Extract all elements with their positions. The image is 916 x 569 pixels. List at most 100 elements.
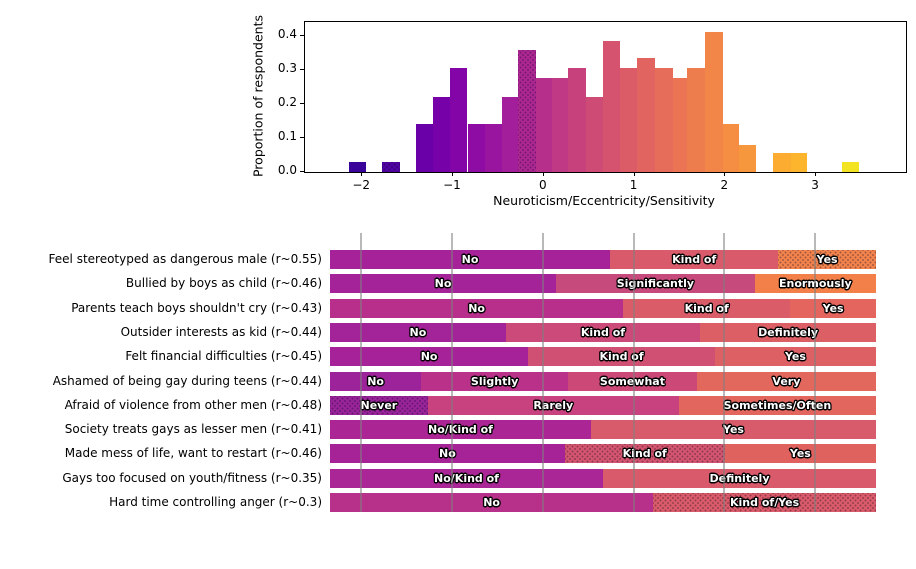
y-tick-label: 0.4 bbox=[277, 26, 297, 41]
bar-row: Never Rarely Sometimes/Often bbox=[330, 395, 876, 415]
segment-label: Rarely bbox=[533, 398, 574, 412]
gridline bbox=[723, 233, 726, 512]
histogram-bar bbox=[450, 68, 468, 172]
bar-segment: No/Kind of bbox=[330, 468, 603, 488]
y-tick-mark bbox=[300, 171, 304, 172]
segment-label: No bbox=[420, 350, 438, 364]
row-label: Parents teach boys shouldn't cry (r~0.43… bbox=[71, 300, 322, 315]
histogram-x-axis-label: Neuroticism/Eccentricity/Sensitivity bbox=[493, 193, 715, 208]
gridline bbox=[450, 233, 453, 512]
histogram-bar bbox=[502, 97, 519, 172]
bar-segment: No bbox=[330, 371, 422, 391]
bar-segment: Somewhat bbox=[568, 371, 697, 391]
histogram-bar bbox=[568, 68, 586, 172]
histogram-bar bbox=[722, 124, 739, 172]
bar-row: No Kind of/Yes bbox=[330, 493, 876, 512]
segment-label: Very bbox=[772, 374, 801, 388]
histogram-bar bbox=[620, 68, 638, 172]
x-tick-mark bbox=[633, 172, 635, 176]
segment-label: Definitely bbox=[709, 471, 770, 485]
histogram-bar bbox=[738, 144, 757, 172]
row-label: Society treats gays as lesser men (r~0.4… bbox=[64, 422, 322, 437]
bar-segment: Definitely bbox=[603, 468, 876, 488]
x-tick-mark bbox=[361, 172, 363, 176]
segment-label: No bbox=[434, 277, 452, 291]
x-tick-label: 1 bbox=[629, 178, 638, 192]
histogram-bar bbox=[672, 78, 688, 172]
bar-segment: Definitely bbox=[700, 322, 876, 342]
histogram-bar bbox=[602, 40, 620, 172]
row-label: Hard time controlling anger (r~0.3) bbox=[109, 495, 322, 509]
segment-label: Definitely bbox=[758, 325, 819, 339]
histogram-bars-layer bbox=[305, 22, 906, 172]
gridline bbox=[360, 233, 363, 512]
segment-label: Somewhat bbox=[600, 375, 665, 388]
y-tick-mark bbox=[300, 136, 304, 138]
bar-segment: Kind of bbox=[528, 347, 715, 367]
bar-segment: Significantly bbox=[556, 274, 755, 294]
segment-label: Slightly bbox=[470, 374, 519, 388]
bar-segment: Yes bbox=[778, 250, 876, 269]
x-tick-mark bbox=[815, 172, 817, 176]
histogram-bar bbox=[551, 78, 569, 172]
x-tick-label: −2 bbox=[352, 178, 371, 192]
x-tick-label: 3 bbox=[811, 178, 819, 192]
bar-segment: Kind of/Yes bbox=[653, 493, 876, 512]
y-tick-mark bbox=[300, 68, 304, 70]
segment-label: No/Kind of bbox=[434, 471, 499, 485]
bar-segment: Very bbox=[696, 371, 876, 391]
segment-label: Yes bbox=[723, 423, 744, 437]
x-tick-mark bbox=[724, 172, 726, 176]
y-tick-mark bbox=[300, 102, 304, 104]
bar-row: No Kind of Yes bbox=[330, 347, 876, 367]
histogram-bar bbox=[687, 68, 706, 172]
histogram-bar bbox=[773, 153, 791, 172]
bar-segment: Yes bbox=[724, 444, 876, 464]
segment-label: Kind of bbox=[622, 447, 667, 461]
histogram-bar bbox=[705, 32, 723, 172]
bar-segment: Yes bbox=[790, 298, 876, 318]
bar-segment: Yes bbox=[714, 347, 876, 367]
segment-label: Significantly bbox=[616, 277, 695, 291]
segment-label: Never bbox=[360, 398, 398, 412]
bar-row: No/Kind of Yes bbox=[330, 420, 876, 440]
bar-segment: No bbox=[330, 298, 624, 318]
segment-label: Kind of bbox=[672, 253, 717, 266]
row-label: Bullied by boys as child (r~0.46) bbox=[125, 276, 322, 291]
bar-segment: Rarely bbox=[427, 395, 679, 415]
x-tick-label: −1 bbox=[443, 178, 461, 192]
histogram-bar bbox=[637, 58, 656, 172]
histogram-bar bbox=[790, 153, 808, 172]
segment-label: Yes bbox=[822, 301, 844, 315]
segment-label: No bbox=[468, 301, 485, 315]
bar-segment: Kind of bbox=[623, 298, 791, 318]
bar-row: No Kind of Yes bbox=[330, 250, 876, 269]
histogram-bar bbox=[484, 124, 502, 172]
bar-segment: Slightly bbox=[421, 371, 569, 391]
histogram-bar bbox=[382, 162, 401, 172]
row-label: Felt financial difficulties (r~0.45) bbox=[125, 349, 322, 364]
segment-label: No bbox=[367, 374, 384, 388]
y-tick-mark bbox=[300, 34, 304, 36]
bar-segment: Sometimes/Often bbox=[678, 395, 876, 415]
gridline bbox=[632, 233, 635, 512]
row-label: Ashamed of being gay during teens (r~0.4… bbox=[52, 373, 322, 388]
histogram-bar bbox=[467, 124, 485, 172]
x-tick-mark bbox=[451, 172, 453, 176]
histogram-bar bbox=[415, 124, 433, 172]
bar-segment: No/Kind of bbox=[330, 420, 591, 440]
histogram-bar bbox=[655, 68, 673, 172]
bar-row: No Kind of Yes bbox=[330, 444, 876, 464]
x-tick-label: 2 bbox=[720, 178, 729, 192]
segment-label: No/Kind of bbox=[428, 423, 493, 437]
bar-row: No Kind of Definitely bbox=[330, 322, 876, 342]
bar-segment: No bbox=[330, 250, 611, 269]
segment-label: No bbox=[461, 253, 479, 266]
segment-label: No bbox=[483, 496, 500, 509]
bar-segment: No bbox=[330, 444, 565, 464]
histogram-bar bbox=[433, 97, 451, 172]
segment-label: Kind of/Yes bbox=[730, 496, 800, 509]
y-tick-label: 0.0 bbox=[277, 163, 297, 177]
